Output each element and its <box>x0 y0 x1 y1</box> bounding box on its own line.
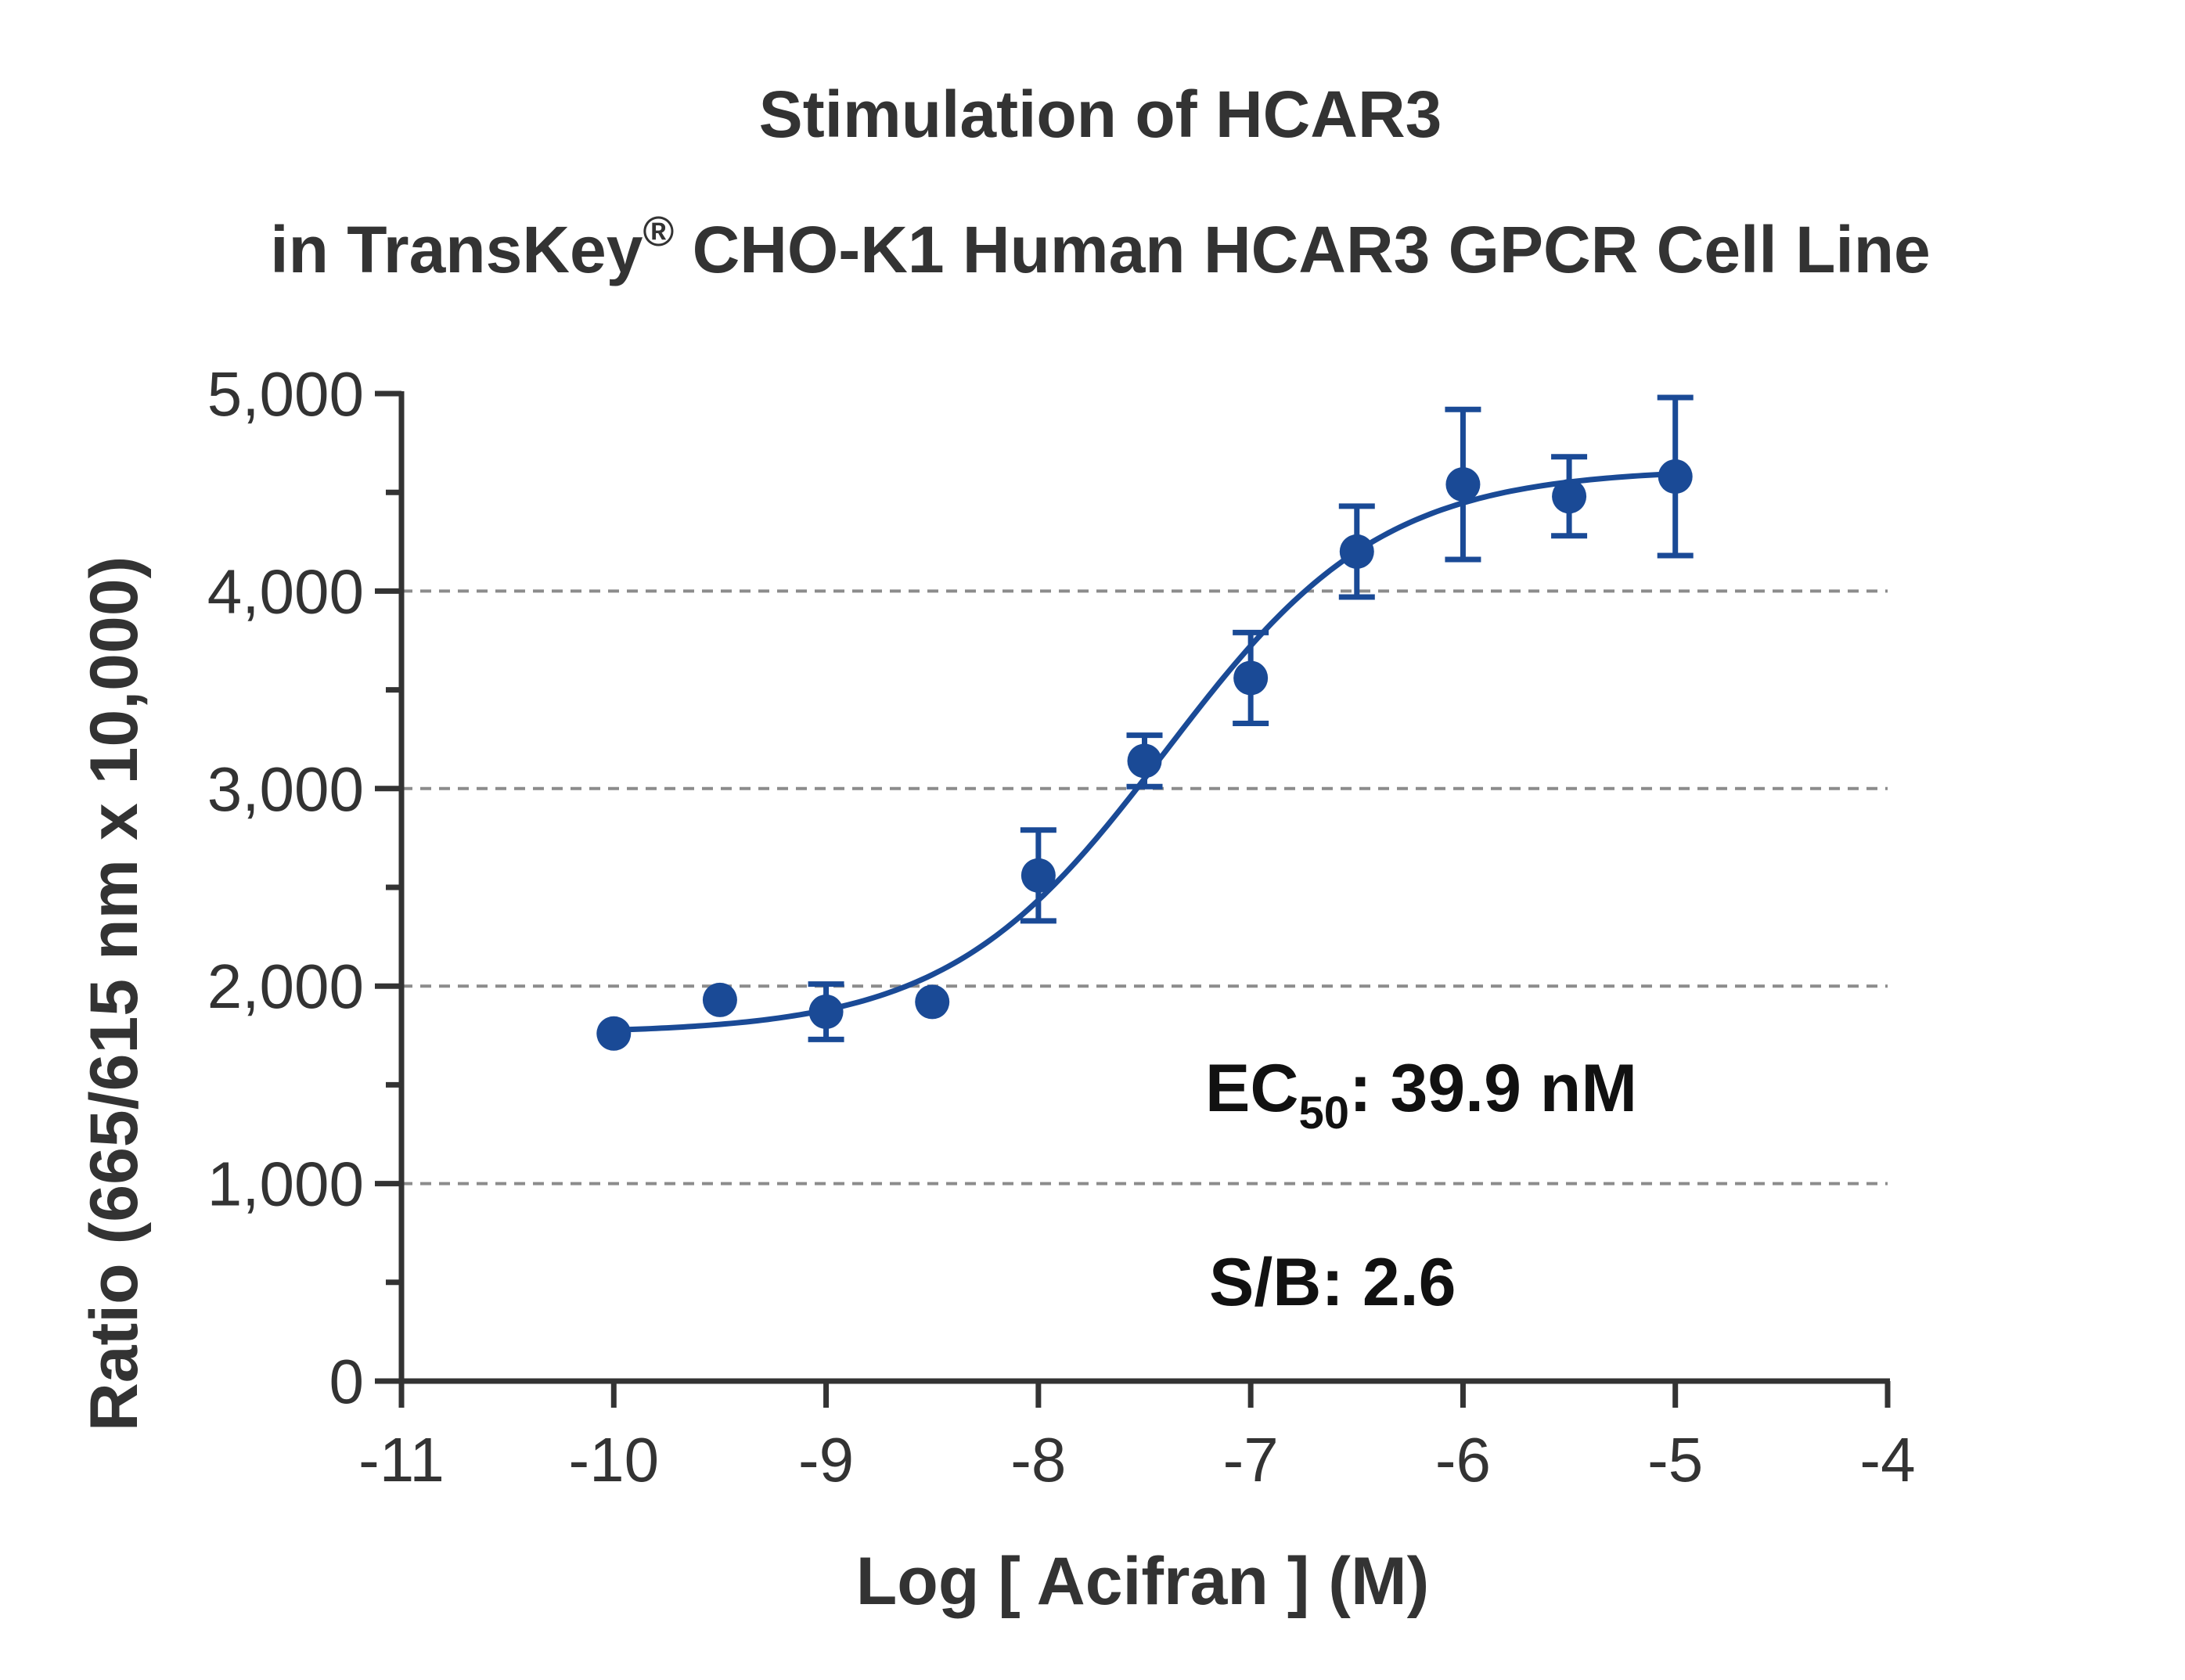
y-tick-label: 4,000 <box>207 556 364 626</box>
data-point <box>1233 660 1269 696</box>
y-tick-label: 0 <box>329 1347 365 1416</box>
x-tick-label: -10 <box>568 1425 659 1495</box>
y-tick-label: 2,000 <box>207 952 364 1021</box>
y-tick-label: 1,000 <box>207 1149 364 1219</box>
error-bars <box>808 394 1694 1042</box>
y-axis-label: Ratio (665/615 nm x 10,000) <box>77 556 152 1432</box>
x-axis-label: Log [ Acifran ] (M) <box>856 1544 1429 1619</box>
y-tick-label: 5,000 <box>207 359 364 429</box>
y-tick-label: 3,000 <box>207 754 364 824</box>
data-point <box>1658 459 1693 495</box>
chart-title-line2-suffix: CHO-K1 Human HCAR3 GPCR Cell Line <box>674 213 1931 286</box>
data-points <box>596 459 1693 1051</box>
sb-annotation: S/B: 2.6 <box>1209 1245 1456 1320</box>
x-tick-label: -11 <box>358 1425 445 1495</box>
chart-title-line1: Stimulation of HCAR3 <box>759 77 1442 151</box>
data-point <box>915 984 950 1020</box>
chart-title-line2-prefix: in TransKey <box>270 213 643 286</box>
data-point <box>1339 534 1374 569</box>
data-point <box>702 982 737 1017</box>
x-tick-label: -4 <box>1859 1425 1915 1495</box>
ec50-subscript: 50 <box>1298 1088 1349 1139</box>
x-tick-label: -8 <box>1010 1425 1066 1495</box>
data-point <box>1127 743 1162 779</box>
x-tick-label: -6 <box>1435 1425 1491 1495</box>
data-point <box>808 995 844 1030</box>
ec50-value: : 39.9 nM <box>1349 1051 1637 1126</box>
data-point <box>596 1016 632 1051</box>
chart-title-line2: in TransKey® CHO-K1 Human HCAR3 GPCR Cel… <box>270 208 1931 286</box>
data-point <box>1021 858 1056 893</box>
x-tick-label: -9 <box>798 1425 854 1495</box>
data-point <box>1445 467 1481 502</box>
gridlines <box>401 589 1888 1185</box>
x-tick-label: -5 <box>1647 1425 1703 1495</box>
tick-labels: 0 1,000 2,000 3,000 4,000 5,000 -11 -10 -9 -8 -7 -6… <box>207 359 1916 1495</box>
registered-mark: ® <box>643 208 674 255</box>
axes <box>375 390 1891 1408</box>
data-point <box>1552 479 1587 514</box>
ec50-main: EC <box>1205 1051 1298 1126</box>
x-tick-label: -7 <box>1223 1425 1279 1495</box>
ec50-annotation: EC50: 39.9 nM <box>1205 1051 1637 1139</box>
